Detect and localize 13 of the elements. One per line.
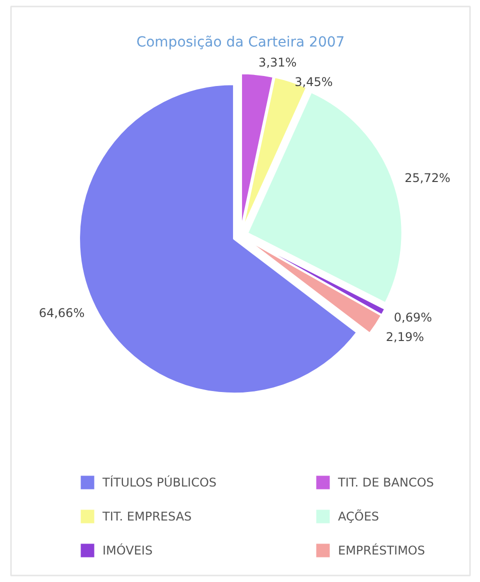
legend-label: EMPRÉSTIMOS <box>338 542 425 558</box>
data-label: 3,45% <box>294 74 333 89</box>
legend-label: TÍTULOS PÚBLICOS <box>102 474 217 490</box>
data-label: 64,66% <box>38 306 85 320</box>
data-label: 0,69% <box>394 310 432 325</box>
data-label: 2,19% <box>386 330 424 344</box>
chart-title: Composição da Carteira 2007 <box>136 34 345 50</box>
legend-label: TIT. EMPRESAS <box>102 510 192 524</box>
legend-label: AÇÕES <box>338 508 380 524</box>
legend-label: TIT. DE BANCOS <box>337 476 434 490</box>
legend-label: IMÓVEIS <box>102 542 153 558</box>
data-label: 3,31% <box>258 55 297 70</box>
data-label: 25,72% <box>404 170 450 185</box>
